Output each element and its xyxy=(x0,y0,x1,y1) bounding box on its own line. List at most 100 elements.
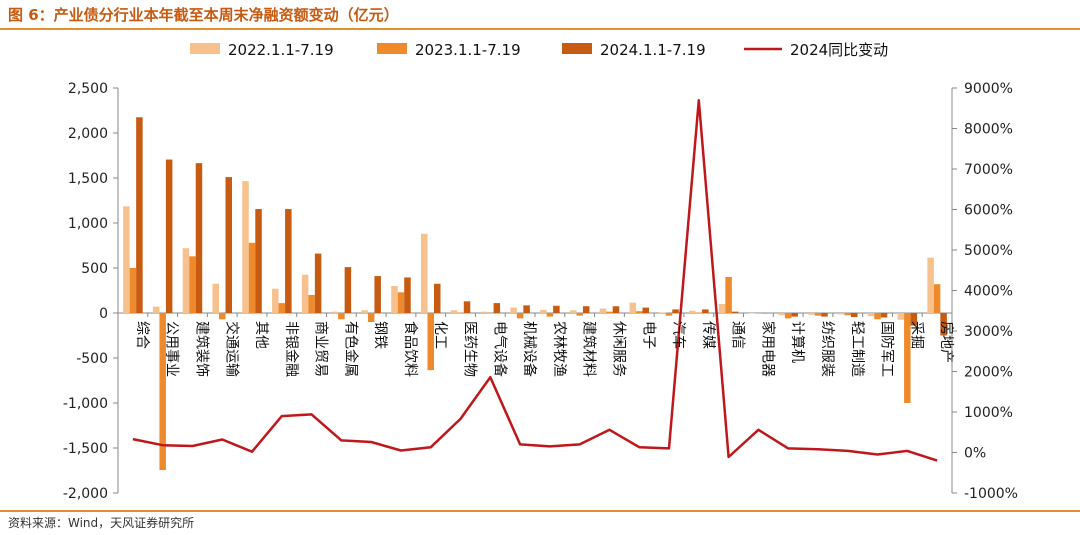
left-tick-label: -2,000 xyxy=(63,486,108,502)
bar xyxy=(189,256,196,313)
bar xyxy=(814,313,822,316)
bar xyxy=(844,313,851,316)
bar xyxy=(212,283,219,313)
bar xyxy=(569,310,577,313)
category-label: 食品饮料 xyxy=(402,321,419,377)
left-tick-label: 2,000 xyxy=(68,126,108,142)
bar xyxy=(612,306,620,313)
bar xyxy=(487,313,494,314)
bar xyxy=(784,313,792,319)
bar xyxy=(851,313,858,318)
title-divider xyxy=(0,28,1080,30)
category-label: 电气设备 xyxy=(491,321,508,377)
legend-label: 2024.1.1-7.19 xyxy=(600,41,706,59)
bar xyxy=(665,313,673,316)
bar xyxy=(397,292,405,313)
bar xyxy=(219,313,226,320)
bar xyxy=(272,288,279,313)
bar xyxy=(338,313,345,320)
right-tick-label: -1000% xyxy=(964,486,1018,502)
bar xyxy=(463,301,471,313)
bar xyxy=(391,286,398,313)
bar xyxy=(540,309,547,313)
bar xyxy=(576,313,583,316)
legend-label: 2024同比变动 xyxy=(790,41,888,59)
bar xyxy=(582,306,590,313)
category-labels: 综合 公用事业 建筑装饰 交通运输 其他 非银金融 商业贸易 有色金属 钢铁 食品饮料 化工 医药生物… xyxy=(134,321,954,377)
bar xyxy=(629,302,636,313)
legend-label: 2023.1.1-7.19 xyxy=(415,41,521,59)
category-label: 商业贸易 xyxy=(313,321,329,377)
bar xyxy=(434,283,441,313)
category-label: 医药生物 xyxy=(462,321,478,377)
legend-swatch xyxy=(377,43,407,54)
bar xyxy=(553,305,560,313)
bar xyxy=(308,295,315,313)
yoy-line xyxy=(132,98,938,462)
right-tick-label: 1000% xyxy=(964,405,1013,421)
category-label: 房地产 xyxy=(938,321,954,363)
category-label: 传媒 xyxy=(700,321,716,349)
bar xyxy=(285,209,292,313)
bar xyxy=(731,311,739,313)
bar xyxy=(927,257,934,313)
bar xyxy=(689,310,696,313)
category-label: 有色金属 xyxy=(342,321,359,377)
category-label: 纺织服装 xyxy=(819,321,835,377)
bar xyxy=(761,313,769,314)
category-label: 汽车 xyxy=(670,321,687,349)
bar xyxy=(367,313,375,322)
category-label: 化工 xyxy=(432,321,448,349)
bars xyxy=(123,117,947,471)
left-tick-label: 1,000 xyxy=(68,216,108,232)
left-tick-label: 500 xyxy=(81,261,108,277)
category-label: 采掘 xyxy=(908,321,924,349)
bar xyxy=(314,253,322,313)
bar xyxy=(725,277,732,313)
bar xyxy=(152,306,160,313)
right-tick-label: 7000% xyxy=(964,162,1013,178)
bar xyxy=(493,303,501,313)
bar xyxy=(636,311,643,313)
bar xyxy=(808,313,815,315)
category-label: 家用电器 xyxy=(759,321,776,377)
source-note: 资料来源：Wind，天风证券研究所 xyxy=(8,516,195,530)
bar xyxy=(874,313,881,320)
bar xyxy=(225,177,232,313)
category-label: 农林牧渔 xyxy=(551,321,567,377)
bar xyxy=(838,313,845,315)
bar xyxy=(123,206,130,313)
bar xyxy=(546,313,554,317)
category-label: 国防军工 xyxy=(879,321,895,377)
bar xyxy=(404,277,411,313)
bar xyxy=(933,284,941,313)
bar xyxy=(480,311,488,313)
legend-swatch xyxy=(562,43,592,54)
category-label: 交通运输 xyxy=(223,321,240,377)
category-label: 建筑材料 xyxy=(581,321,597,377)
category-label: 非银金融 xyxy=(283,321,299,377)
bar xyxy=(374,276,381,313)
bar xyxy=(606,311,613,313)
bar xyxy=(523,305,530,313)
legend-label: 2022.1.1-7.19 xyxy=(228,41,334,59)
bar xyxy=(748,313,756,314)
right-tick-label: 9000% xyxy=(964,81,1013,97)
bar xyxy=(278,303,286,313)
chart-title: 图 6：产业债分行业本年截至本周末净融资额变动（亿元） xyxy=(8,6,399,24)
bar xyxy=(427,313,434,371)
bar xyxy=(659,312,666,314)
category-label: 综合 xyxy=(134,321,150,349)
bar xyxy=(421,233,428,313)
bar xyxy=(136,117,143,313)
bar xyxy=(718,304,726,313)
bar xyxy=(242,181,249,313)
left-tick-label: 2,500 xyxy=(68,81,108,97)
bar xyxy=(702,309,709,313)
bar xyxy=(165,159,173,313)
category-label: 计算机 xyxy=(789,321,805,363)
bar xyxy=(755,313,762,314)
bar xyxy=(791,313,798,317)
legend-swatch xyxy=(190,43,220,54)
bar xyxy=(182,248,190,313)
